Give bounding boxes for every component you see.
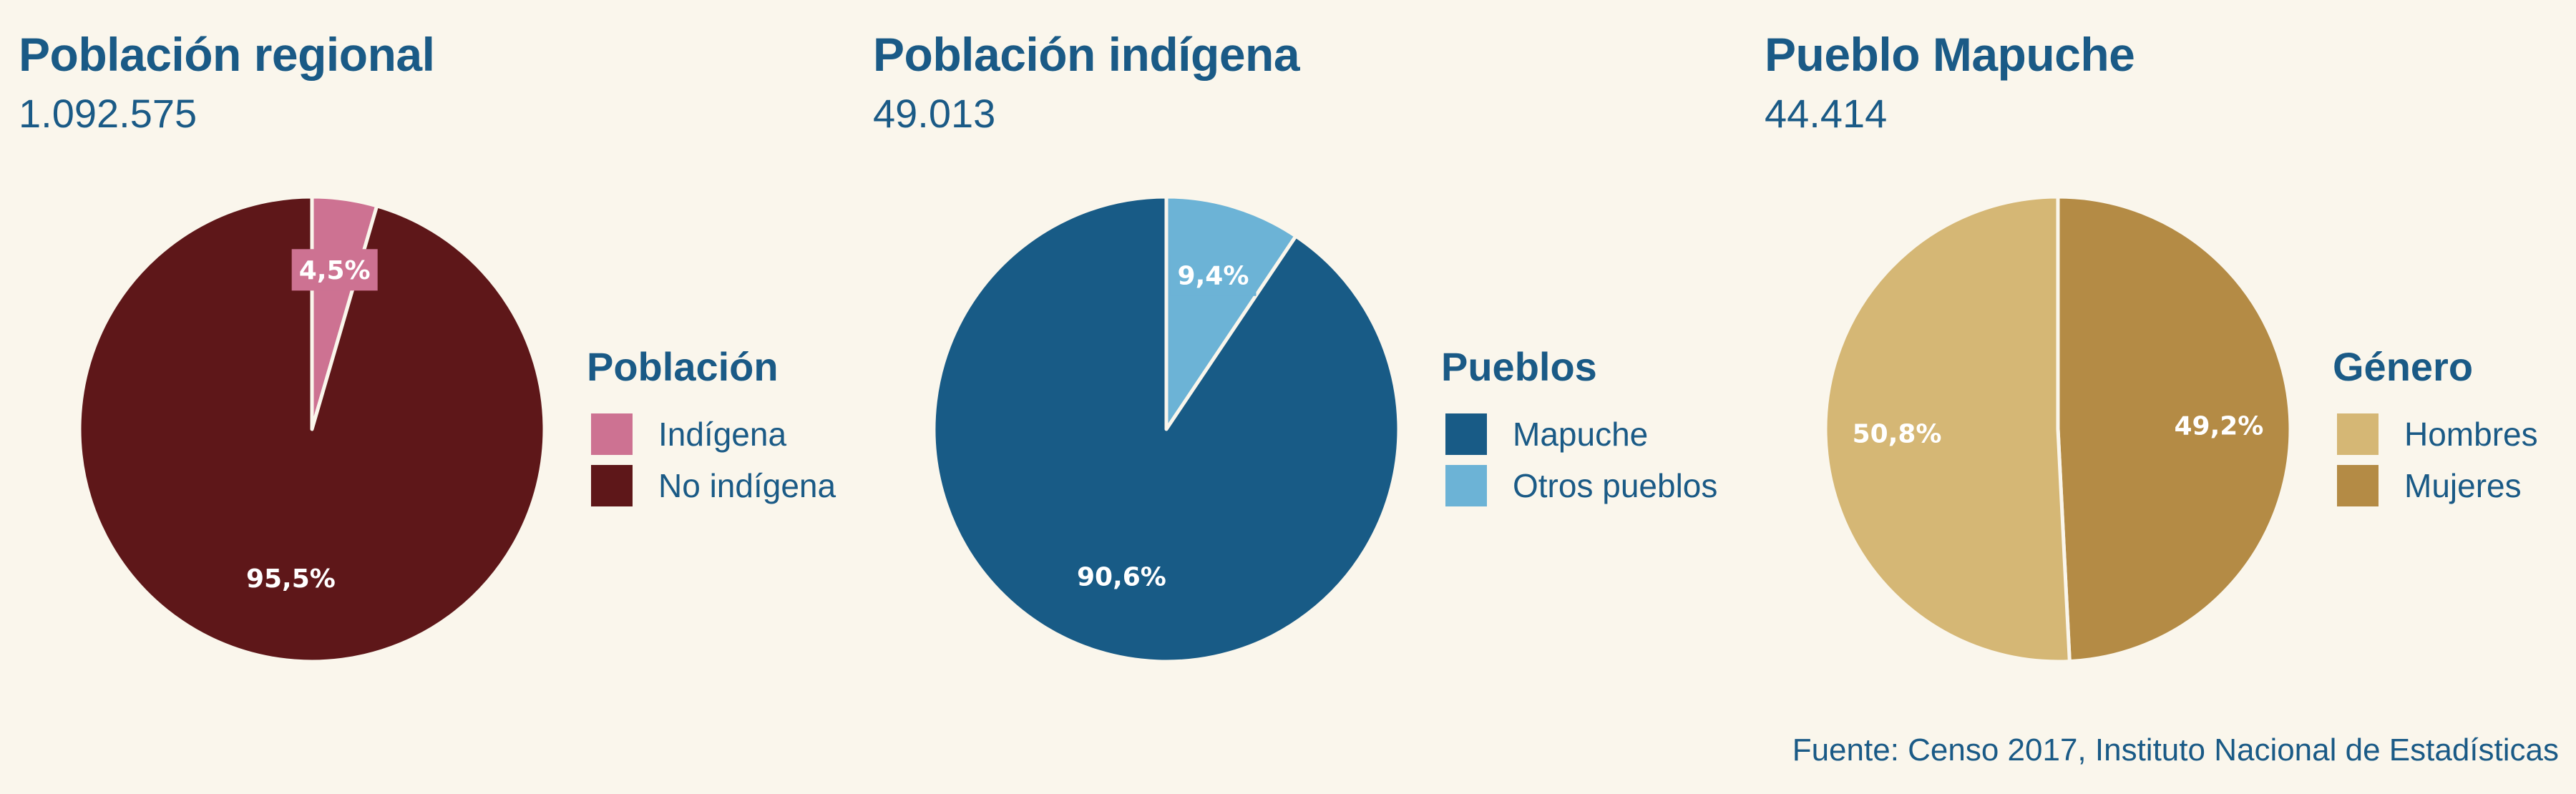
legend-label: Mujeres — [2404, 467, 2522, 504]
legend-title: Pueblos — [1441, 344, 1597, 389]
slice-label: 50,8% — [1853, 420, 1942, 449]
legend: Pueblos Mapuche Otros pueblos — [1441, 343, 1717, 511]
legend-label: No indígena — [658, 467, 836, 504]
pie-chart: 49,2% 50,8% — [1823, 195, 2293, 664]
source-note: Fuente: Censo 2017, Instituto Nacional d… — [1792, 732, 2559, 768]
slice-label: 9,4% — [1178, 262, 1249, 291]
legend: Género Hombres Mujeres — [2333, 343, 2538, 511]
legend-label: Mapuche — [1513, 416, 1649, 453]
pie-slice — [2056, 195, 2293, 664]
legend: Población Indígena No indígena — [587, 343, 836, 511]
legend-swatch — [591, 413, 633, 455]
legend-title: Género — [2333, 344, 2474, 389]
pie-slice — [932, 195, 1401, 664]
legend-label: Hombres — [2404, 416, 2538, 453]
legend-item-otros-pueblos: Otros pueblos — [1441, 460, 1717, 511]
pie-slice — [77, 195, 547, 664]
slice-label: 49,2% — [2174, 411, 2263, 441]
slice-label-background — [1170, 254, 1257, 296]
legend-title: Población — [587, 344, 779, 389]
chart-total: 1.092.575 — [19, 91, 197, 136]
pie-chart: 4,5% 95,5% — [77, 195, 547, 664]
slice-label: 4,5% — [299, 256, 371, 285]
legend-swatch — [591, 465, 633, 506]
legend-item-mapuche: Mapuche — [1441, 408, 1717, 460]
legend-item-no-indigena: No indígena — [587, 460, 836, 511]
chart-title: Población regional — [19, 28, 435, 81]
chart-total: 44.414 — [1765, 91, 1888, 136]
legend-swatch — [2337, 465, 2379, 506]
pie-slice — [1823, 195, 2072, 664]
slice-label-background — [291, 249, 378, 291]
legend-item-hombres: Hombres — [2333, 408, 2538, 460]
legend-swatch — [1445, 413, 1487, 455]
legend-swatch — [1445, 465, 1487, 506]
slice-label: 90,6% — [1077, 563, 1166, 592]
pie-chart: 9,4% 90,6% — [932, 195, 1401, 664]
slice-label: 95,5% — [246, 564, 336, 594]
legend-label: Otros pueblos — [1513, 467, 1718, 504]
chart-title: Población indígena — [873, 28, 1300, 81]
legend-swatch — [2337, 413, 2379, 455]
chart-title: Pueblo Mapuche — [1765, 28, 2135, 81]
legend-item-indigena: Indígena — [587, 408, 836, 460]
chart-total: 49.013 — [873, 91, 996, 136]
legend-item-mujeres: Mujeres — [2333, 460, 2538, 511]
legend-label: Indígena — [658, 416, 787, 453]
